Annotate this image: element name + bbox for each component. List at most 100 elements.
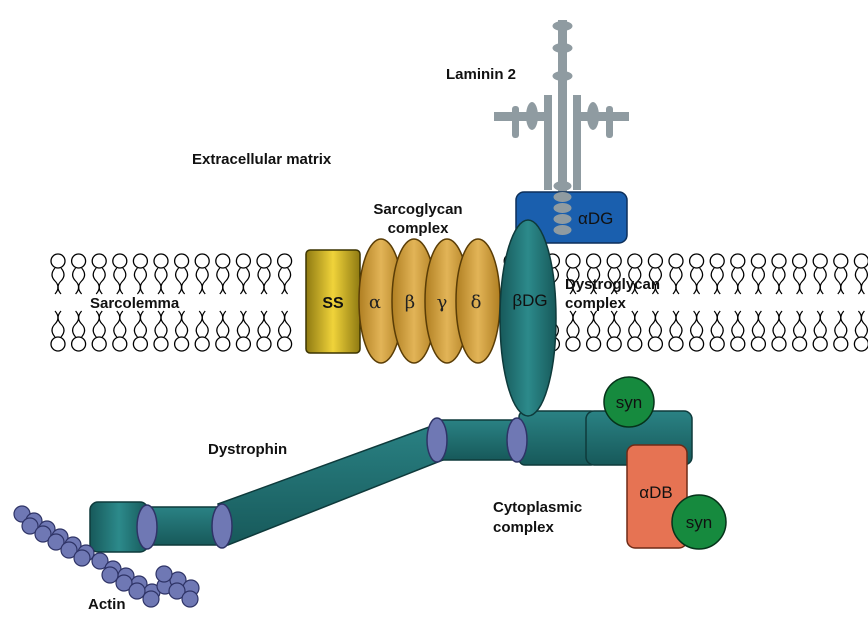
actin-label: Actin [88, 596, 126, 613]
lipid-tail [236, 267, 244, 295]
lipid-tail [840, 310, 848, 338]
lipid-tail [92, 267, 100, 295]
lipid-head [627, 253, 643, 269]
lipid-tail [860, 267, 868, 295]
lipid-tail [278, 310, 286, 338]
actin-bead [128, 582, 146, 600]
lipid-tail [222, 267, 230, 295]
lipid-tail [854, 310, 862, 338]
lipid-tail [628, 267, 636, 295]
sarcoglycan-label-line2: complex [388, 220, 450, 237]
lipid-tail [757, 310, 765, 338]
dystrophin-hinge-4 [506, 417, 528, 463]
lipid-head [668, 336, 684, 352]
lipid-tail [819, 267, 827, 295]
lipid-tail [607, 310, 615, 338]
alpha-db-label: αDB [639, 483, 672, 502]
lipid-tail [242, 310, 250, 338]
actin-bead [168, 582, 186, 600]
lipid-tail [98, 310, 106, 338]
lipid-tail [201, 267, 209, 295]
lipid-head [750, 253, 767, 269]
lipid-head [647, 253, 664, 269]
lipid-head [606, 253, 622, 269]
lipid-head [565, 336, 581, 352]
extracellular-matrix-label: Extracellular matrix [192, 151, 332, 168]
lipid-tail [242, 267, 250, 295]
lipid-head [70, 336, 87, 352]
lipid-tail [854, 267, 862, 295]
lipid-head [853, 336, 868, 352]
actin-bead [181, 590, 199, 608]
lipid-head [833, 336, 849, 352]
lipid-head [771, 253, 787, 269]
lipid-tail [566, 310, 574, 338]
actin-bead [73, 549, 91, 567]
lipid-tail [648, 267, 656, 295]
lipid-tail [216, 310, 224, 338]
lipid-head [215, 336, 231, 352]
lipid-tail [628, 310, 636, 338]
lipid-tail [607, 267, 615, 295]
lipid-head [730, 336, 746, 352]
lipid-head [668, 253, 684, 269]
lipid-tail [778, 310, 786, 338]
lipid-head [833, 253, 849, 269]
actin-bead [142, 590, 160, 608]
lipid-tail [257, 310, 265, 338]
lipid-head [709, 253, 725, 269]
lipid-tail [263, 267, 271, 295]
lipid-tail [731, 310, 739, 338]
lipid-head [812, 253, 828, 269]
lipid-head [276, 253, 293, 269]
lipid-head [276, 336, 293, 352]
lipid-tail [72, 310, 80, 338]
lipid-tail [133, 267, 141, 295]
lipid-tail [634, 310, 642, 338]
lipid-head [688, 253, 705, 269]
lipid-tail [690, 267, 698, 295]
lipid-head [791, 336, 808, 352]
lipid-tail [51, 267, 59, 295]
lipid-tail [696, 310, 704, 338]
lipid-head [585, 253, 602, 269]
lipid-tail [257, 267, 265, 295]
lipid-tail [716, 267, 724, 295]
syn-top-label: syn [616, 393, 642, 412]
lipid-tail [840, 267, 848, 295]
lipid-tail [181, 267, 189, 295]
lipid-tail [669, 267, 677, 295]
lipid-head [235, 253, 252, 269]
lipid-tail [772, 267, 780, 295]
cytoplasmic-label-line2: complex [493, 519, 555, 536]
lipid-tail [751, 267, 759, 295]
actin-bead [155, 565, 173, 583]
lipid-tail [51, 310, 59, 338]
lipid-head [853, 253, 868, 269]
syntrophin-bottom [671, 494, 727, 550]
laminin-2 [494, 20, 629, 200]
actin-bead [47, 533, 65, 551]
lipid-tail [78, 267, 86, 295]
lipid-tail [587, 267, 595, 295]
lipid-head [730, 253, 746, 269]
actin-filament [13, 505, 200, 608]
lipid-head [173, 253, 190, 269]
lipid-head [70, 253, 87, 269]
lipid-head [132, 253, 149, 269]
lipid-tail [57, 310, 65, 338]
dystrophin [89, 419, 523, 553]
lipid-head [709, 336, 725, 352]
lipid-tail [669, 310, 677, 338]
lipid-tail [710, 267, 718, 295]
sarcolemma-label: Sarcolemma [90, 295, 180, 312]
lipid-tail [119, 267, 127, 295]
lipid-head [812, 336, 828, 352]
lipid-tail [654, 310, 662, 338]
lipid-tail [799, 267, 807, 295]
beta-dystroglycan [499, 219, 557, 417]
lipid-head [606, 336, 622, 352]
lipid-head [153, 336, 169, 352]
lipid-head [194, 336, 210, 352]
lipid-head [771, 336, 787, 352]
